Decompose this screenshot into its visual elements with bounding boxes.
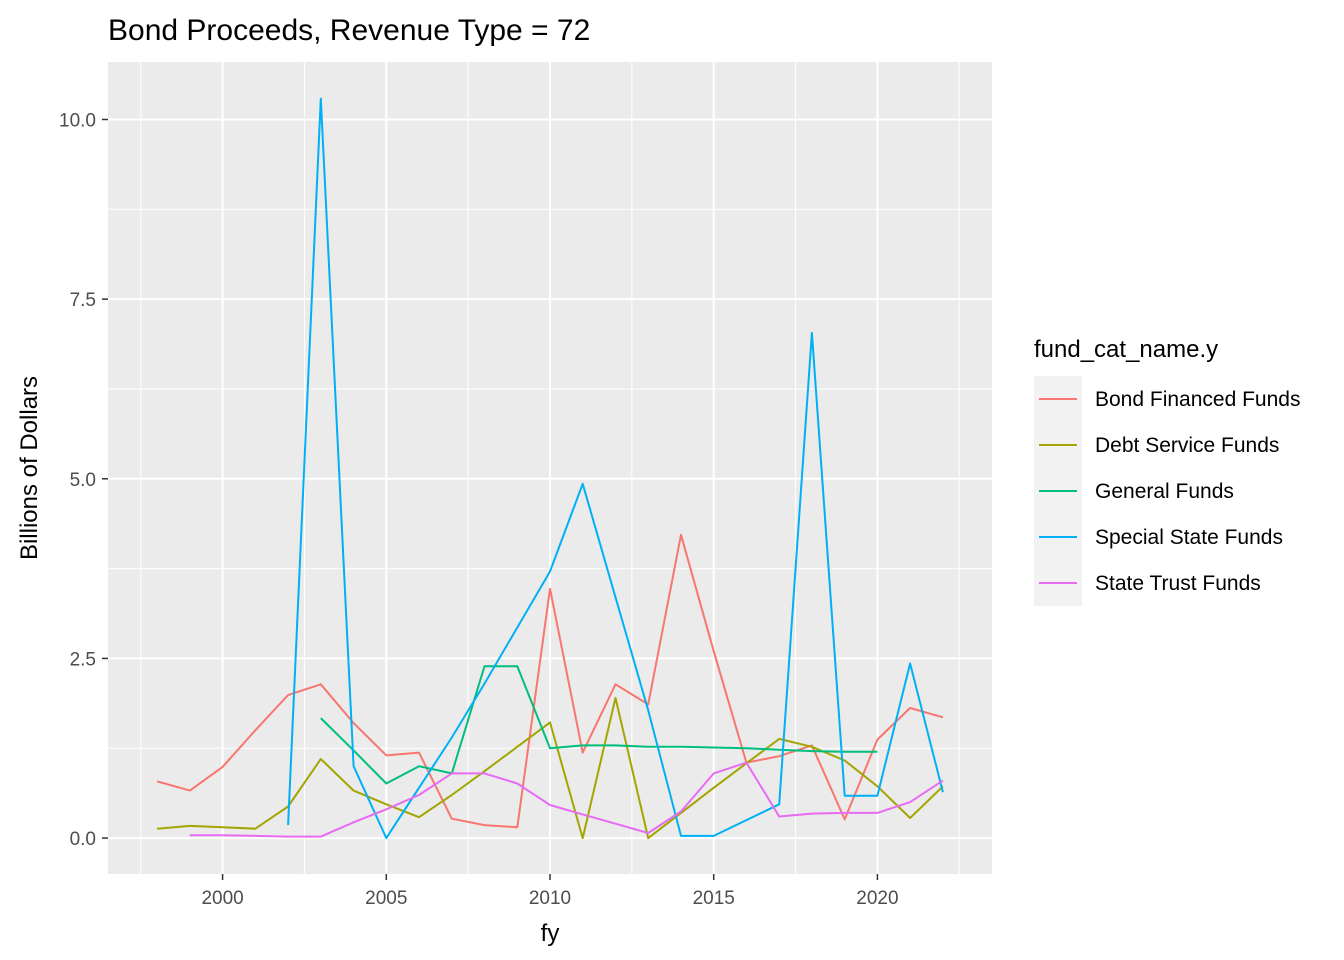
series-line-bond-financed-funds	[156, 533, 944, 829]
legend: fund_cat_name.y Bond Financed Funds Debt …	[1034, 336, 1300, 606]
legend-label-special-state-funds: Special State Funds	[1095, 526, 1283, 549]
x-axis: 2000 2005 2010 2015 2020	[201, 874, 899, 909]
series-line-general-funds	[320, 665, 878, 785]
major-grid	[108, 62, 992, 874]
y-tick-label: 2.5	[70, 649, 96, 670]
x-axis-title: fy	[541, 920, 560, 947]
x-tick-label: 2005	[365, 888, 407, 909]
y-tick-label: 7.5	[70, 290, 96, 311]
series-line-state-trust-funds	[189, 761, 944, 838]
legend-title: fund_cat_name.y	[1034, 336, 1218, 363]
y-tick-label: 5.0	[70, 470, 96, 491]
series-line-special-state-funds	[287, 97, 944, 840]
x-tick-label: 2015	[693, 888, 735, 909]
legend-label-debt-service-funds: Debt Service Funds	[1095, 434, 1279, 457]
x-tick-label: 2020	[856, 888, 898, 909]
series-lines	[156, 97, 944, 840]
legend-label-state-trust-funds: State Trust Funds	[1095, 572, 1261, 595]
y-tick-label: 0.0	[70, 829, 96, 850]
legend-label-general-funds: General Funds	[1095, 480, 1234, 503]
y-axis-title: Billions of Dollars	[16, 376, 43, 560]
legend-label-bond-financed-funds: Bond Financed Funds	[1095, 388, 1300, 411]
chart-title: Bond Proceeds, Revenue Type = 72	[108, 14, 590, 47]
x-tick-label: 2000	[201, 888, 243, 909]
y-axis: 0.0 2.5 5.0 7.5 10.0	[59, 110, 108, 850]
x-tick-label: 2010	[529, 888, 571, 909]
y-tick-label: 10.0	[59, 110, 96, 131]
